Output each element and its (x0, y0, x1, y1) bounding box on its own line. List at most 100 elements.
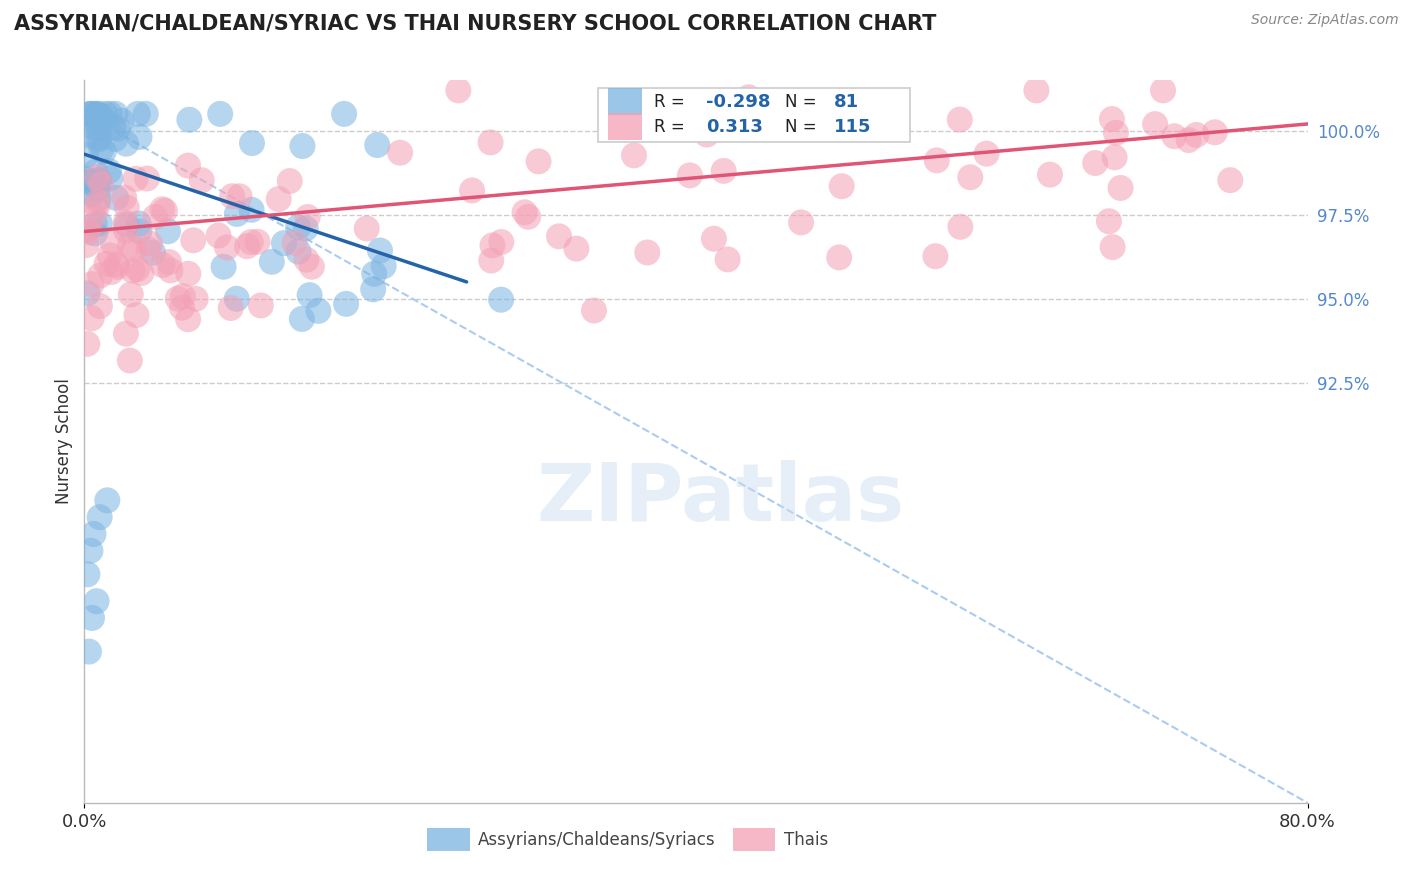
Point (219, 301, 242, 315)
Point (335, 297, 357, 311)
Point (77, 222, 100, 236)
Point (104, 107, 127, 121)
Point (96, 257, 118, 271)
Point (77, 128, 100, 143)
Text: 81: 81 (834, 93, 859, 112)
Text: 115: 115 (834, 118, 872, 136)
Point (479, 253, 502, 268)
Point (1185, 128, 1208, 142)
Point (179, 112, 201, 127)
Point (636, 245, 658, 260)
Point (489, 293, 512, 307)
Point (84, 165, 107, 179)
Point (1163, 129, 1185, 144)
Point (80, 611, 103, 625)
Point (86, 169, 108, 184)
Point (260, 254, 283, 268)
Point (128, 224, 150, 238)
Point (87, 107, 110, 121)
Point (301, 260, 323, 274)
Point (548, 229, 571, 244)
Point (100, 265, 122, 279)
Point (623, 148, 645, 162)
Point (89, 173, 111, 187)
Point (291, 312, 314, 326)
Point (122, 243, 145, 257)
Point (82, 120, 104, 135)
Point (1204, 125, 1226, 139)
Point (87, 194, 110, 209)
Point (240, 202, 263, 217)
Text: -0.298: -0.298 (706, 93, 770, 112)
Point (79, 543, 101, 558)
Point (207, 228, 229, 243)
Point (1219, 173, 1241, 187)
Point (924, 249, 946, 263)
Text: R =: R = (654, 118, 685, 136)
Point (215, 240, 238, 254)
Point (79, 107, 101, 121)
Point (118, 353, 141, 368)
Point (228, 189, 250, 203)
Point (190, 173, 212, 187)
Point (87, 132, 110, 146)
Point (115, 201, 138, 215)
Point (582, 303, 605, 318)
Point (949, 219, 972, 234)
Point (112, 191, 135, 205)
Point (447, 83, 470, 97)
Point (91, 112, 114, 126)
Point (136, 171, 159, 186)
Point (831, 179, 853, 194)
Point (124, 172, 146, 186)
Point (696, 128, 718, 142)
Point (170, 301, 193, 315)
Point (86, 594, 108, 608)
Point (177, 159, 200, 173)
Point (142, 245, 165, 260)
Point (297, 210, 319, 224)
Point (1104, 150, 1126, 164)
Point (90, 142, 112, 156)
Point (115, 136, 138, 151)
FancyBboxPatch shape (607, 87, 643, 115)
Point (104, 132, 127, 146)
Point (239, 235, 262, 249)
Point (368, 244, 391, 258)
Point (283, 235, 305, 250)
Point (225, 207, 247, 221)
Point (184, 292, 207, 306)
Point (98, 107, 121, 121)
Point (97, 164, 120, 178)
Point (84, 107, 107, 121)
Point (79, 225, 101, 239)
Point (287, 220, 309, 235)
Point (114, 216, 136, 230)
Point (298, 288, 321, 302)
Point (356, 221, 378, 235)
Point (287, 244, 309, 259)
Point (177, 267, 200, 281)
Point (295, 252, 318, 267)
Point (361, 282, 384, 296)
Point (513, 205, 536, 219)
Point (366, 138, 388, 153)
Point (100, 171, 122, 186)
Point (152, 258, 174, 272)
Point (225, 292, 247, 306)
Point (98, 248, 121, 262)
Point (565, 242, 588, 256)
Point (1101, 112, 1123, 126)
Point (83, 209, 105, 223)
Point (89, 217, 111, 231)
Point (82, 187, 104, 202)
Point (128, 130, 150, 145)
Point (83, 527, 105, 541)
Point (156, 224, 179, 238)
Point (790, 215, 813, 229)
Point (77, 644, 100, 658)
Point (150, 202, 173, 217)
Point (75, 148, 97, 162)
Point (89, 299, 111, 313)
Point (135, 107, 157, 121)
